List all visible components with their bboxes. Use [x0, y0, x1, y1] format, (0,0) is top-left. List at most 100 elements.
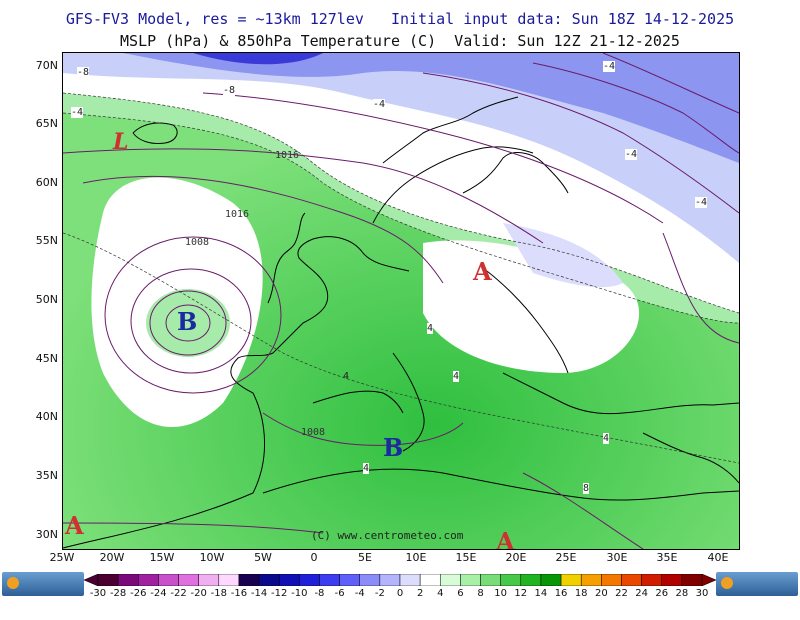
colorbar-swatch — [379, 574, 401, 586]
colorbar-extend-high — [701, 574, 716, 586]
colorbar-tick-label: -18 — [210, 588, 227, 599]
colorbar-swatch — [580, 574, 602, 586]
isobar-label: 1008 — [301, 427, 326, 438]
lon-label: 25W — [49, 551, 75, 564]
colorbar-tick-label: 20 — [594, 588, 608, 599]
colorbar-tick-label: -8 — [314, 588, 325, 599]
colorbar-tick-label: -14 — [250, 588, 268, 599]
logo-icon — [721, 577, 733, 589]
isobars — [63, 53, 739, 549]
lon-label: 10E — [405, 551, 427, 564]
lon-label: 10W — [199, 551, 225, 564]
colorbar-tick-label: 28 — [675, 588, 689, 599]
temp-label: 4 — [363, 463, 370, 474]
colorbar-swatch — [419, 574, 441, 586]
logo-right: centrometeo — [716, 572, 798, 613]
lon-label: 20W — [99, 551, 125, 564]
colorbar-swatch — [621, 574, 642, 586]
colorbar-swatch — [198, 574, 220, 586]
colorbar-tick-label: 10 — [494, 588, 508, 599]
colorbar-tick-label: -6 — [334, 588, 345, 599]
colorbar-tick-label: -4 — [354, 588, 365, 599]
lon-label: 40E — [707, 551, 729, 564]
temp-label: -4 — [71, 107, 84, 118]
low-pressure-marker: B — [177, 307, 198, 336]
temp-label: -4 — [603, 61, 616, 72]
lon-label: 25E — [555, 551, 577, 564]
colorbar-swatch — [399, 574, 421, 586]
colorbar-swatch — [540, 574, 562, 586]
logo-text: centrometeo — [2, 602, 67, 613]
lat-label: 50N — [35, 293, 58, 306]
colorbar-tick-label: 18 — [574, 588, 588, 599]
lon-label: 5E — [358, 551, 372, 564]
colorbar-swatch — [500, 574, 522, 586]
logo-text: centrometeo — [716, 602, 781, 613]
map-canvas — [63, 53, 739, 549]
isobar-label: 1008 — [185, 237, 210, 248]
colorbar-swatch — [440, 574, 461, 586]
lat-label: 60N — [35, 176, 58, 189]
colorbar-swatch — [158, 574, 179, 586]
temp-label: 4 — [603, 433, 610, 444]
colorbar-swatch — [560, 574, 582, 586]
isobar-label: 1016 — [275, 150, 300, 161]
lon-label: 20E — [505, 551, 527, 564]
colorbar-tick-label: 14 — [534, 588, 548, 599]
colorbar-tick-label: -16 — [230, 588, 248, 599]
colorbar-tick-label: 26 — [655, 588, 669, 599]
colorbar-swatch — [601, 574, 622, 586]
temp-contours — [63, 92, 739, 464]
colorbar-tick-label: -28 — [109, 588, 127, 599]
lon-label: 35E — [656, 551, 678, 564]
colorbar-swatch — [299, 574, 320, 586]
colorbar-swatch — [681, 574, 703, 586]
colorbar-extend-low — [84, 574, 99, 586]
colorbar-swatch — [460, 574, 481, 586]
lon-label: 5W — [254, 551, 272, 564]
colorbar-swatch — [97, 574, 119, 586]
temp-label: -4 — [373, 99, 386, 110]
colorbar-swatch — [278, 574, 300, 586]
lat-label: 40N — [35, 410, 58, 423]
weather-map: 1016 1016 1008 1008 -8 -8 -4 -4 -4 -4 -4… — [62, 52, 740, 550]
model-title: GFS-FV3 Model, res = ~13km 127lev Initia… — [65, 10, 735, 28]
colorbar-swatch — [218, 574, 240, 586]
logo-left: centrometeo — [2, 572, 84, 613]
temp-label: -4 — [695, 197, 708, 208]
low-pressure-marker: L — [113, 129, 129, 155]
isobar-label: 1016 — [225, 209, 250, 220]
lat-label: 65N — [35, 117, 58, 130]
colorbar-swatch — [480, 574, 501, 586]
colorbar-swatch — [138, 574, 159, 586]
lon-label: 15W — [149, 551, 175, 564]
temp-field-colder — [123, 53, 739, 163]
temp-label: 4 — [343, 371, 350, 382]
colorbar-tick-label: 24 — [635, 588, 648, 599]
colorbar-tick-label: -10 — [291, 588, 308, 599]
lon-label: 30E — [606, 551, 628, 564]
colorbar-tick-label: -20 — [190, 588, 207, 599]
copyright-text: (C) www.centrometeo.com — [311, 529, 464, 542]
colorbar-swatch — [319, 574, 340, 586]
temp-field-cold — [63, 53, 739, 263]
colorbar-tick-label: 30 — [695, 588, 709, 599]
colorbar-tick-label: -30 — [89, 588, 107, 599]
high-pressure-marker: A — [473, 257, 492, 286]
lat-label: 55N — [35, 234, 58, 247]
colorbar-swatch — [339, 574, 360, 586]
colorbar-swatch — [117, 574, 139, 586]
lat-label: 45N — [35, 352, 58, 365]
high-pressure-marker: A — [65, 511, 84, 540]
temp-label: -4 — [625, 149, 638, 160]
temp-label: -8 — [77, 67, 90, 78]
colorbar-tick-label: -24 — [150, 588, 167, 599]
colorbar-swatch — [520, 574, 542, 586]
temp-label: 4 — [427, 323, 434, 334]
product-title: MSLP (hPa) & 850hPa Temperature (C) Vali… — [120, 32, 680, 50]
lat-label: 35N — [35, 469, 58, 482]
colorbar-tick-label: 16 — [554, 588, 568, 599]
colorbar-swatch — [258, 574, 280, 586]
high-pressure-marker: A — [496, 527, 515, 550]
colorbar-swatch — [178, 574, 199, 586]
